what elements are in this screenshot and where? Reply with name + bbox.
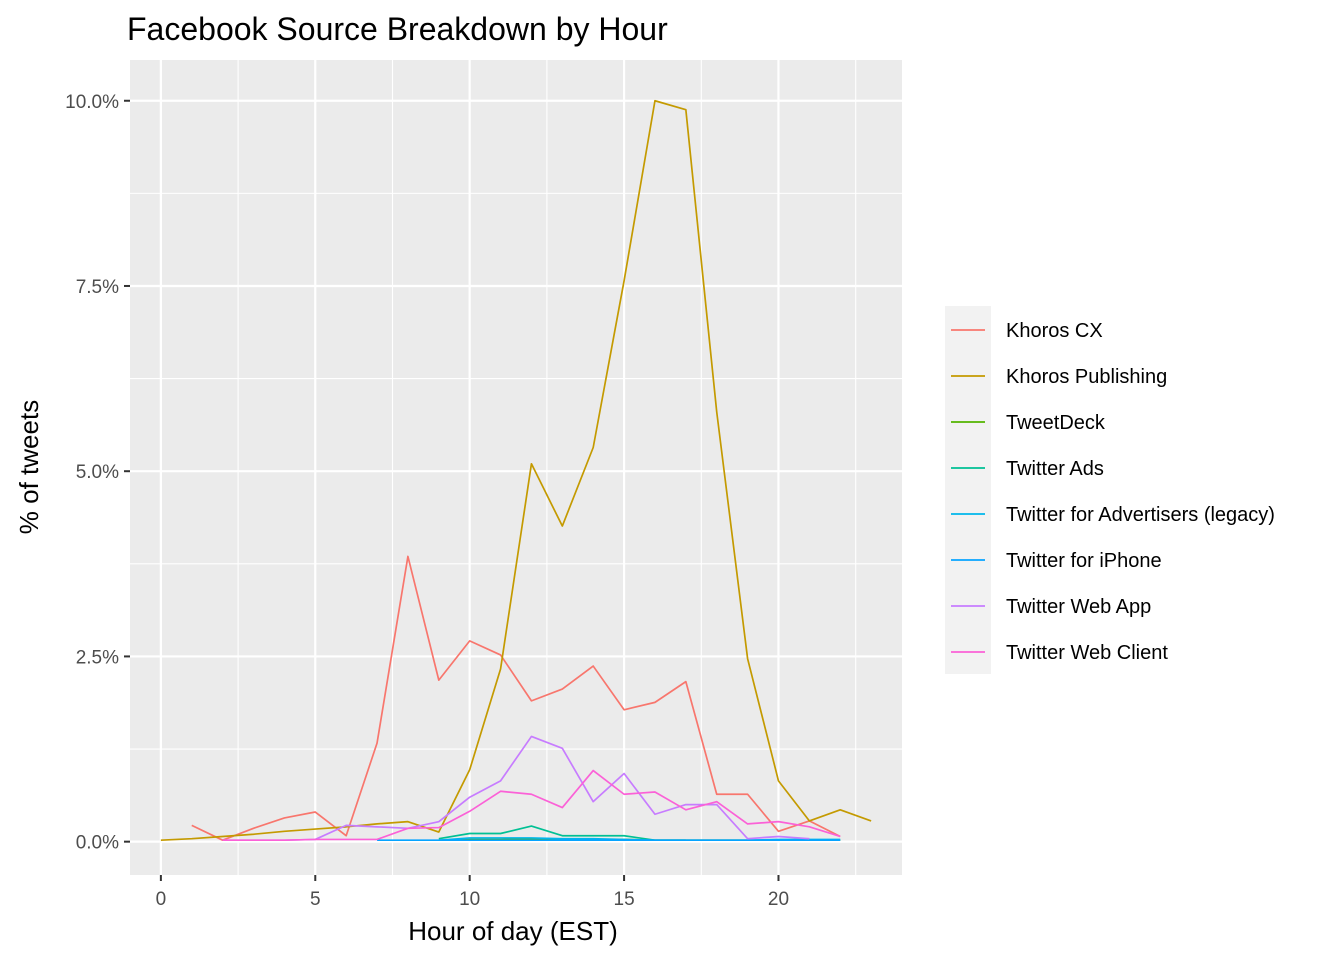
chart-title: Facebook Source Breakdown by Hour (127, 11, 668, 47)
series-line-3 (438, 825, 686, 842)
legend-label-0: Khoros CX (1006, 320, 1103, 342)
minor-gridlines (130, 60, 902, 875)
y-tick-label: 0.0% (76, 833, 119, 854)
legend-label-7: Twitter Web Client (1006, 642, 1168, 664)
y-tick-label: 2.5% (76, 647, 119, 668)
series-line-7 (222, 769, 841, 842)
legend-label-2: TweetDeck (1006, 412, 1106, 434)
legend-label-5: Twitter for iPhone (1006, 550, 1162, 572)
x-tick-label: 0 (156, 889, 167, 910)
series-line-1 (160, 99, 872, 842)
x-tick-label: 10 (459, 889, 480, 910)
series-line-6 (222, 735, 810, 842)
legend-background (945, 306, 991, 674)
x-tick-label: 15 (614, 889, 635, 910)
y-axis-title: % of tweets (14, 400, 44, 534)
x-axis: 0 5 10 15 20 (156, 875, 789, 910)
x-axis-title: Hour of day (EST) (408, 916, 618, 946)
x-tick-label: 20 (768, 889, 789, 910)
y-tick-label: 7.5% (76, 277, 119, 298)
legend: Khoros CX Khoros Publishing TweetDeck Twitt… (945, 306, 1275, 674)
x-tick-label: 5 (310, 889, 321, 910)
y-tick-label: 10.0% (65, 92, 119, 113)
y-axis: 0.0% 2.5% 5.0% 7.5% 10.0% (65, 92, 130, 854)
major-gridlines (130, 60, 902, 875)
legend-label-4: Twitter for Advertisers (legacy) (1006, 504, 1275, 526)
legend-label-1: Khoros Publishing (1006, 366, 1167, 388)
y-tick-label: 5.0% (76, 462, 119, 483)
series-line-0 (191, 555, 841, 842)
plot-panel (130, 60, 902, 875)
series-lines (160, 99, 872, 842)
legend-label-6: Twitter Web App (1006, 596, 1151, 618)
legend-label-3: Twitter Ads (1006, 458, 1104, 480)
